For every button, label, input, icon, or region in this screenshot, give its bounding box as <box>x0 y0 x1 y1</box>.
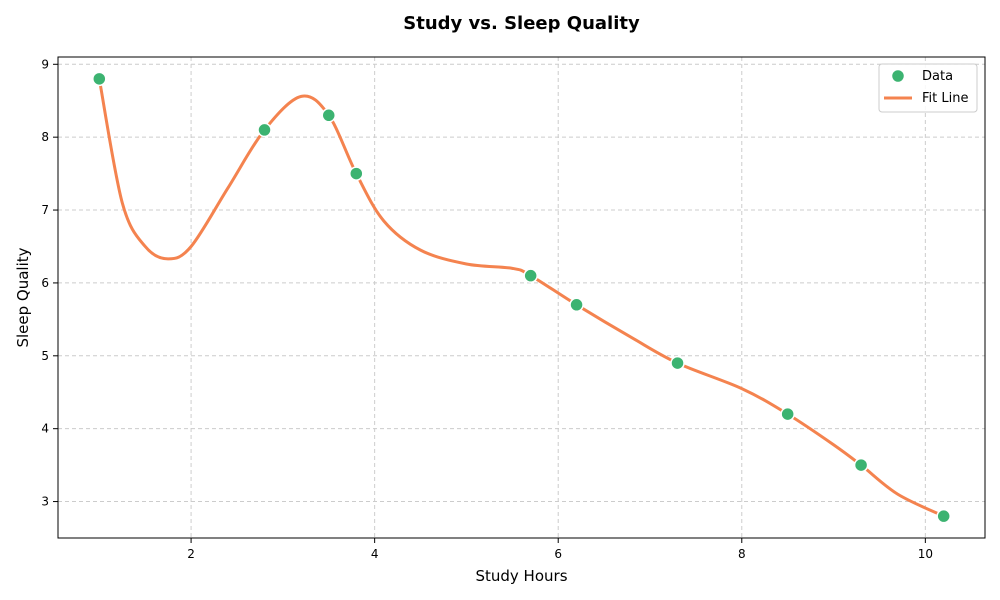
legend-label-fit-line: Fit Line <box>922 91 968 106</box>
data-point <box>523 268 538 283</box>
data-point <box>780 406 795 422</box>
axis-ticks: 2 4 6 8 10 3 4 5 6 7 8 9 <box>41 57 933 561</box>
legend-marker-data <box>890 68 906 84</box>
data-point <box>853 457 869 473</box>
y-tick-label: 3 <box>41 495 49 509</box>
x-tick-label: 10 <box>918 547 933 561</box>
y-axis-label: Sleep Quality <box>14 247 32 347</box>
y-tick-label: 6 <box>41 276 49 290</box>
plot-area <box>92 71 951 524</box>
x-tick-label: 6 <box>554 547 562 561</box>
x-axis-label: Study Hours <box>475 567 567 585</box>
y-tick-label: 8 <box>41 130 49 144</box>
fit-line <box>97 78 945 518</box>
x-tick-label: 8 <box>738 547 746 561</box>
x-tick-label: 2 <box>187 547 195 561</box>
data-point <box>257 122 272 138</box>
x-tick-label: 4 <box>371 547 379 561</box>
grid <box>58 57 985 538</box>
plot-frame <box>57 56 986 539</box>
legend: Data Fit Line <box>878 63 978 113</box>
y-tick-label: 5 <box>41 349 49 363</box>
data-point <box>349 166 364 181</box>
data-point <box>321 108 337 123</box>
data-point <box>936 508 951 524</box>
data-point <box>92 71 107 87</box>
y-tick-label: 9 <box>41 57 49 71</box>
chart-title: Study vs. Sleep Quality <box>403 13 640 34</box>
y-tick-label: 7 <box>41 203 49 217</box>
data-point <box>569 297 584 313</box>
legend-label-data: Data <box>922 69 953 84</box>
y-tick-label: 4 <box>41 422 49 436</box>
data-point <box>670 355 685 371</box>
